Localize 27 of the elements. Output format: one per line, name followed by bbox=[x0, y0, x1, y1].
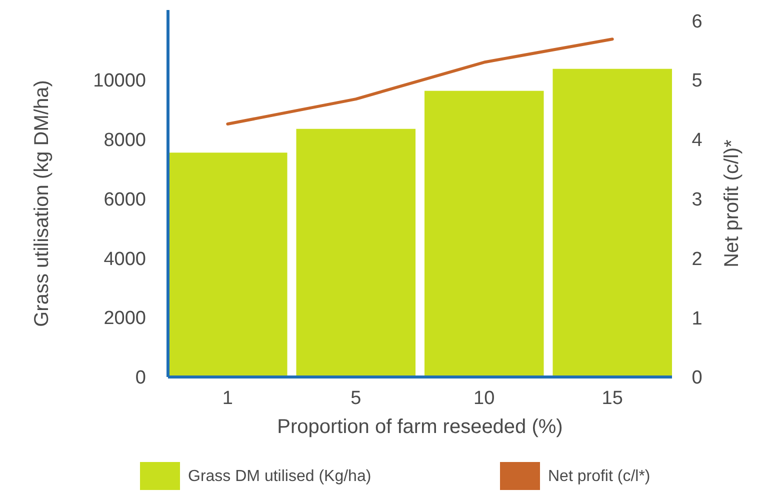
y2-tick-label: 4 bbox=[692, 130, 703, 152]
x-tick-label: 15 bbox=[602, 388, 623, 409]
y2-tick-label: 1 bbox=[692, 308, 702, 330]
x-tick-label: 1 bbox=[222, 388, 233, 409]
y2-tick-label: 5 bbox=[692, 70, 702, 92]
y-tick-label: 8000 bbox=[104, 130, 146, 151]
legend-label: Grass DM utilised (Kg/ha) bbox=[188, 468, 372, 485]
y2-axis-title: Net profit (c/l)* bbox=[721, 139, 743, 268]
line-series bbox=[226, 38, 614, 126]
bar bbox=[296, 128, 416, 377]
y2-tick-label: 0 bbox=[692, 368, 702, 389]
y2-tick-label: 2 bbox=[692, 248, 702, 270]
bar bbox=[552, 68, 672, 377]
legend-label: Net profit (c/l*) bbox=[548, 468, 650, 485]
x-tick-label: 10 bbox=[474, 388, 495, 409]
y2-tick-label: 6 bbox=[692, 11, 702, 32]
bar bbox=[168, 152, 288, 377]
y-tick-label: 4000 bbox=[104, 248, 146, 270]
y-axis-title: Grass utilisation (kg DM/ha) bbox=[31, 80, 53, 327]
y-tick-label: 6000 bbox=[104, 189, 146, 210]
bar bbox=[424, 90, 544, 377]
y-tick-label: 10000 bbox=[93, 70, 146, 92]
y-tick-label: 0 bbox=[135, 368, 146, 389]
y2-tick-label: 3 bbox=[692, 189, 702, 210]
x-axis-title: Proportion of farm reseeded (%) bbox=[277, 416, 563, 438]
y-tick-label: 2000 bbox=[104, 308, 146, 330]
x-tick-label: 5 bbox=[350, 388, 362, 409]
